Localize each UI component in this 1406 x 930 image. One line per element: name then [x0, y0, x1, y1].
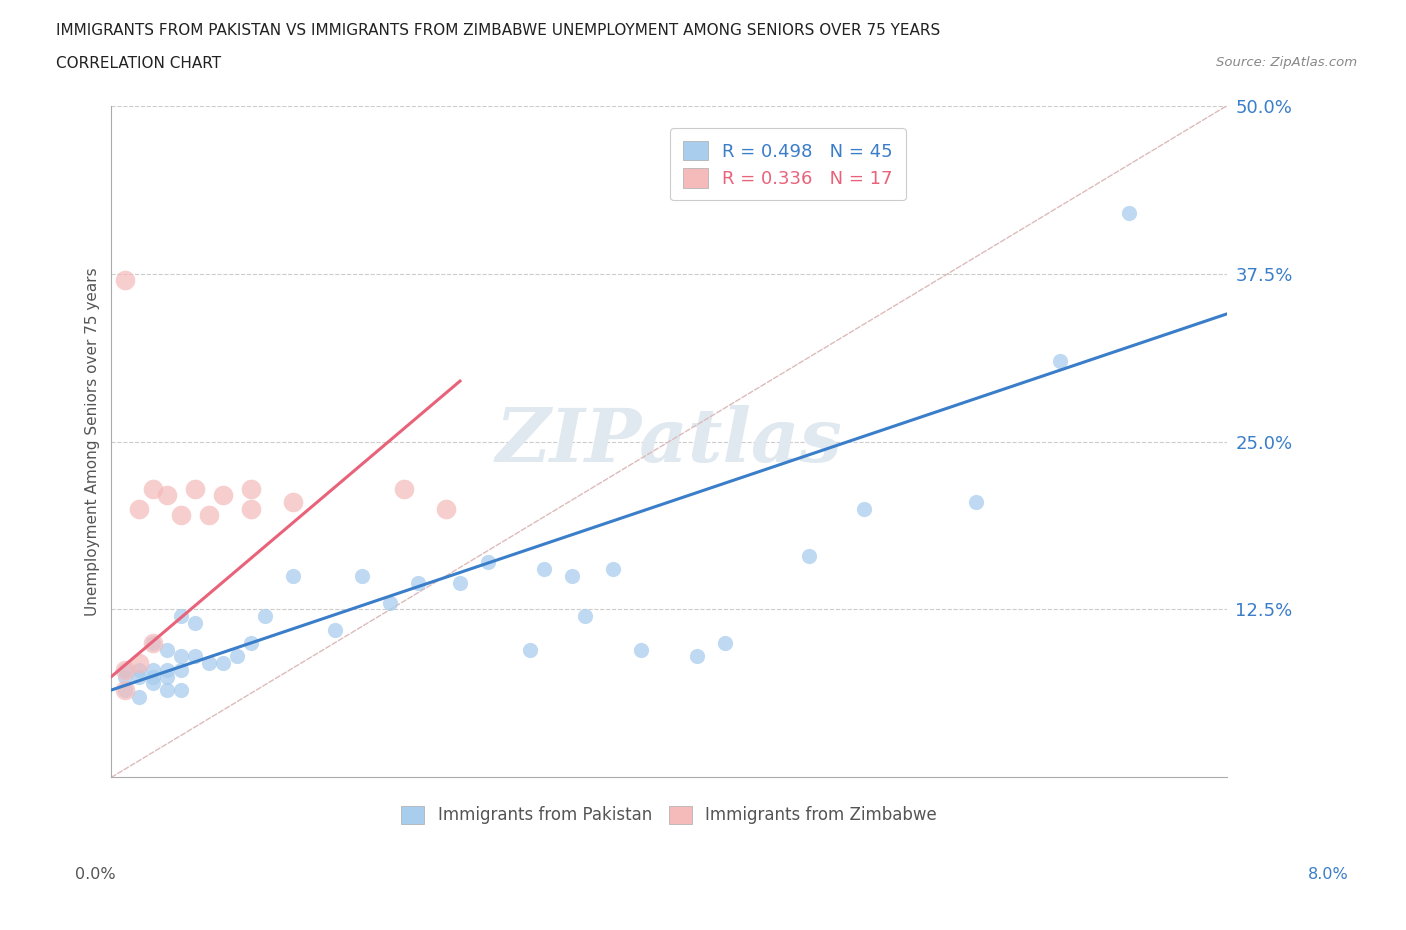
Point	[323, 622, 346, 637]
Text: 0.0%: 0.0%	[76, 867, 115, 882]
Point	[184, 616, 207, 631]
Point	[281, 495, 304, 510]
Point	[477, 555, 499, 570]
Point	[114, 670, 136, 684]
Point	[142, 481, 165, 496]
Point	[519, 643, 541, 658]
Point	[853, 501, 876, 516]
Legend: Immigrants from Pakistan, Immigrants from Zimbabwe: Immigrants from Pakistan, Immigrants fro…	[389, 794, 949, 836]
Point	[239, 635, 262, 650]
Point	[156, 662, 179, 677]
Point	[239, 481, 262, 496]
Point	[533, 562, 555, 577]
Point	[142, 676, 165, 691]
Point	[156, 670, 179, 684]
Point	[128, 656, 150, 671]
Point	[184, 649, 207, 664]
Text: Source: ZipAtlas.com: Source: ZipAtlas.com	[1216, 56, 1357, 69]
Point	[142, 635, 165, 650]
Text: CORRELATION CHART: CORRELATION CHART	[56, 56, 221, 71]
Point	[142, 670, 165, 684]
Point	[686, 649, 709, 664]
Point	[352, 568, 374, 583]
Point	[281, 568, 304, 583]
Point	[184, 481, 207, 496]
Point	[392, 481, 415, 496]
Point	[128, 662, 150, 677]
Text: 8.0%: 8.0%	[1309, 867, 1348, 882]
Point	[602, 562, 624, 577]
Point	[797, 549, 820, 564]
Point	[170, 508, 193, 523]
Point	[114, 272, 136, 287]
Point	[225, 649, 247, 664]
Point	[170, 649, 193, 664]
Point	[714, 635, 737, 650]
Point	[142, 662, 165, 677]
Point	[128, 501, 150, 516]
Point	[406, 575, 429, 590]
Point	[114, 683, 136, 698]
Point	[114, 662, 136, 677]
Point	[212, 488, 235, 503]
Point	[449, 575, 471, 590]
Point	[198, 656, 221, 671]
Point	[198, 508, 221, 523]
Point	[114, 683, 136, 698]
Text: ZIPatlas: ZIPatlas	[496, 405, 842, 478]
Point	[156, 488, 179, 503]
Point	[574, 609, 596, 624]
Point	[156, 683, 179, 698]
Point	[1049, 353, 1071, 368]
Point	[170, 609, 193, 624]
Point	[380, 595, 402, 610]
Y-axis label: Unemployment Among Seniors over 75 years: Unemployment Among Seniors over 75 years	[86, 267, 100, 616]
Point	[434, 501, 457, 516]
Point	[212, 656, 235, 671]
Point	[142, 635, 165, 650]
Point	[170, 683, 193, 698]
Point	[253, 609, 276, 624]
Point	[1118, 206, 1140, 220]
Point	[965, 495, 987, 510]
Point	[156, 643, 179, 658]
Point	[560, 568, 582, 583]
Text: IMMIGRANTS FROM PAKISTAN VS IMMIGRANTS FROM ZIMBABWE UNEMPLOYMENT AMONG SENIORS : IMMIGRANTS FROM PAKISTAN VS IMMIGRANTS F…	[56, 23, 941, 38]
Point	[128, 670, 150, 684]
Point	[630, 643, 652, 658]
Point	[239, 501, 262, 516]
Point	[128, 689, 150, 704]
Point	[114, 662, 136, 677]
Point	[170, 662, 193, 677]
